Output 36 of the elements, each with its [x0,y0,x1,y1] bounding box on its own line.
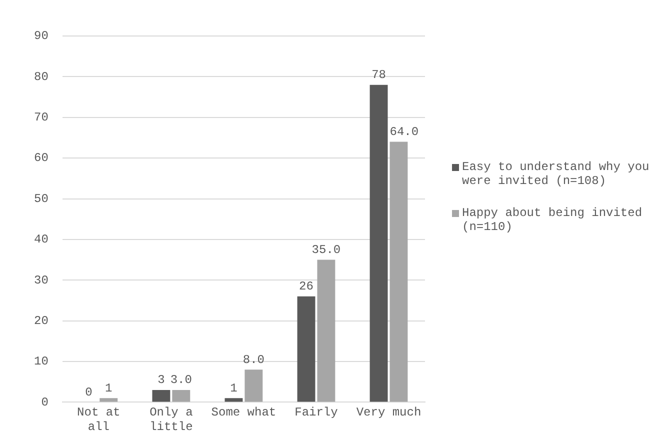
bar [224,398,243,402]
data-label: 0 [85,385,92,400]
y-tick-label: 0 [41,395,48,410]
data-label: 1 [230,381,238,396]
data-label: 3.0 [170,373,192,388]
y-tick-label: 50 [34,192,48,206]
bar [172,390,190,402]
data-label: 1 [105,381,112,396]
bar [390,142,408,402]
x-tick-label: Very much [356,406,422,420]
bar [100,398,118,402]
bar [297,296,316,402]
y-tick-label: 80 [34,70,48,84]
y-tick-label: 30 [34,273,48,288]
bar [317,260,336,402]
y-tick-label: 40 [34,232,48,247]
y-tick-label: 20 [34,314,48,328]
bar [244,370,263,402]
data-label: 64.0 [390,124,419,139]
x-tick-label: Some what [211,406,276,420]
bar [152,390,170,402]
y-tick-label: 10 [34,354,48,369]
y-tick-label: 90 [34,29,48,44]
legend-label: Happy about being invited (n=110) [462,206,644,234]
data-label: 35.0 [312,242,341,257]
data-label: 78 [372,68,386,82]
data-label: 8.0 [242,352,264,367]
bar [370,84,388,402]
x-tick-label: Fairly [294,406,338,420]
data-label: 26 [299,280,314,294]
y-tick-label: 70 [34,110,48,125]
x-tick-label: Only a little [150,406,193,434]
x-tick-label: Not at all [77,406,120,434]
y-tick-label: 60 [34,151,48,166]
legend-label: Easy to understand why you were invited (n=108) [462,160,650,188]
data-label: 3 [158,373,165,388]
